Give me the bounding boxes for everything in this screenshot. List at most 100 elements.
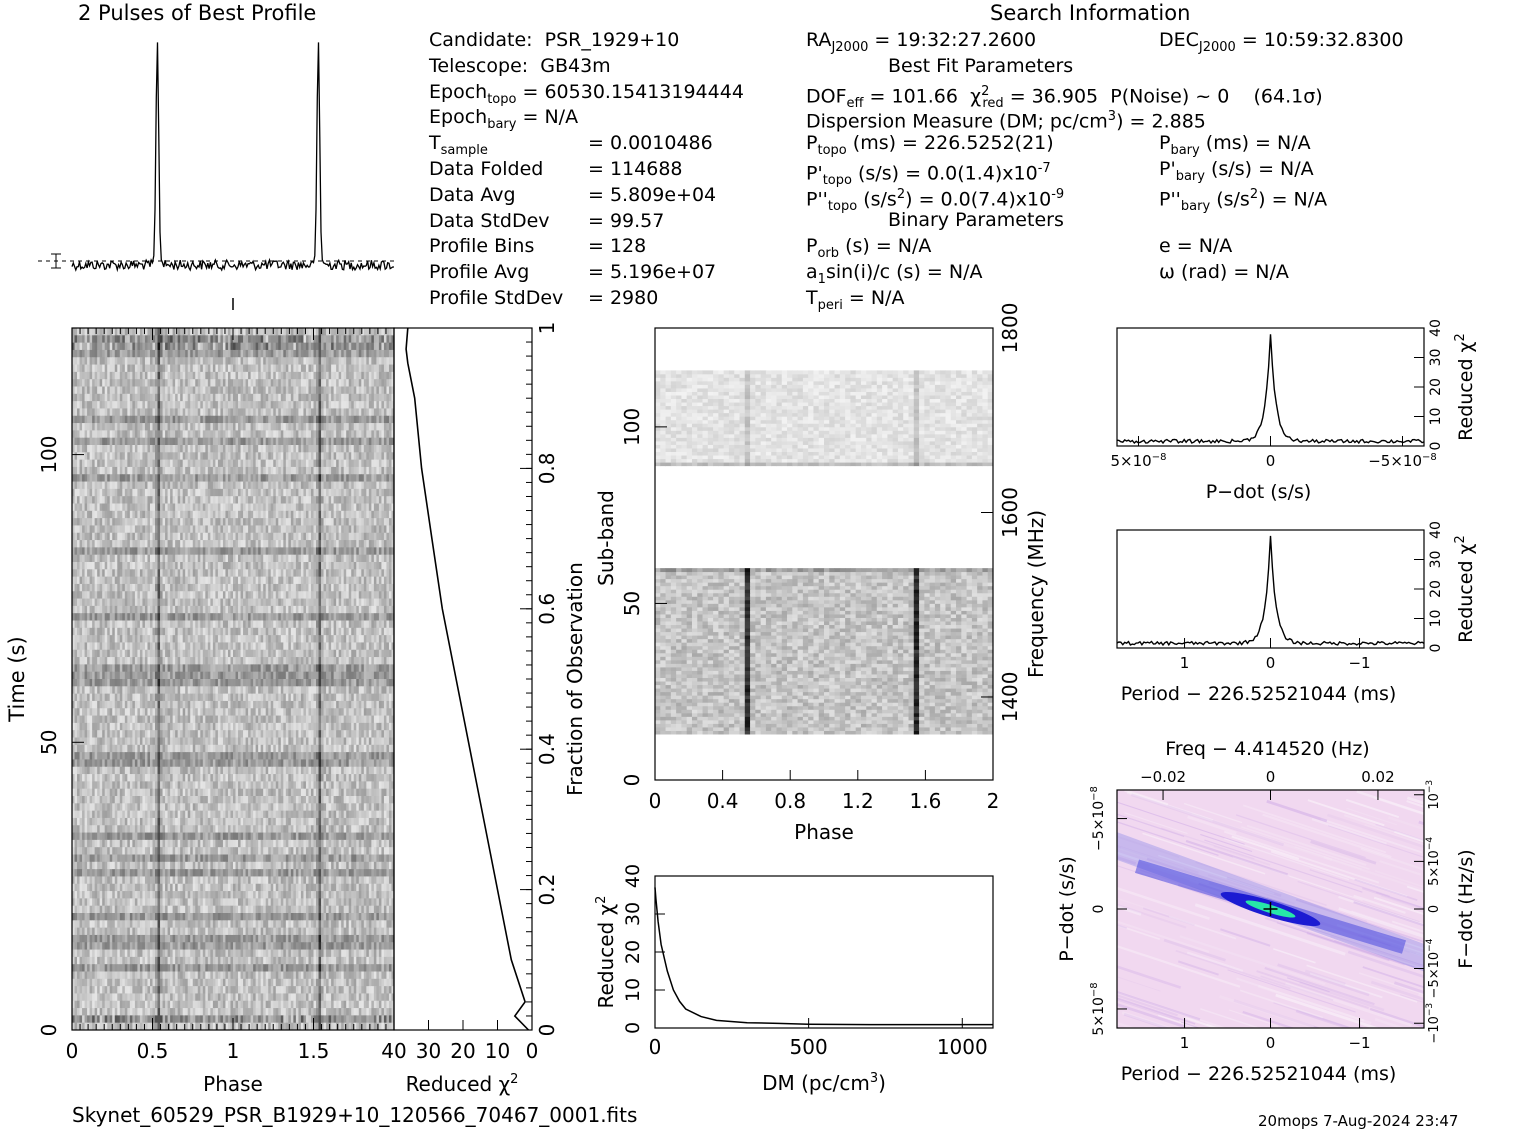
heatmap-cell <box>140 438 143 446</box>
heatmap-cell <box>188 394 191 402</box>
heatmap-cell <box>140 540 143 548</box>
heatmap-cell <box>180 562 183 570</box>
heatmap-cell <box>215 540 218 548</box>
heatmap-cell <box>336 343 339 351</box>
heatmap-cell <box>361 540 364 548</box>
heatmap-cell <box>225 387 228 395</box>
heatmap-cell <box>298 408 301 416</box>
heatmap-cell <box>369 343 372 351</box>
heatmap-cell <box>175 401 178 409</box>
heatmap-cell <box>306 591 309 599</box>
heatmap-cell <box>220 591 223 599</box>
heatmap-cell <box>351 379 354 387</box>
heatmap-cell <box>90 569 93 577</box>
heatmap-cell <box>351 540 354 548</box>
heatmap-cell <box>225 518 228 526</box>
heatmap-cell <box>293 335 296 343</box>
heatmap-cell <box>298 540 301 548</box>
heatmap-cell <box>142 416 145 424</box>
heatmap-cell <box>147 467 150 475</box>
heatmap-cell <box>203 365 206 373</box>
heatmap-cell <box>142 460 145 468</box>
heatmap-cell <box>97 357 100 365</box>
heatmap-cell <box>188 533 191 541</box>
heatmap-cell <box>77 335 80 343</box>
heatmap-cell <box>163 328 166 336</box>
heatmap-cell <box>308 460 311 468</box>
heatmap-cell <box>314 496 317 504</box>
heatmap-cell <box>366 372 369 380</box>
heatmap-cell <box>130 482 133 490</box>
heatmap-cell <box>311 452 314 460</box>
heatmap-cell <box>203 328 206 336</box>
heatmap-cell <box>180 518 183 526</box>
heatmap-cell <box>316 584 319 592</box>
heatmap-cell <box>102 372 105 380</box>
heatmap-cell <box>107 584 110 592</box>
heatmap-cell <box>273 482 276 490</box>
heatmap-cell <box>261 562 264 570</box>
heatmap-cell <box>381 547 384 555</box>
heatmap-cell <box>386 540 389 548</box>
heatmap-cell <box>233 591 236 599</box>
heatmap-cell <box>90 460 93 468</box>
heatmap-cell <box>153 496 156 504</box>
heatmap-cell <box>228 357 231 365</box>
heatmap-cell <box>306 416 309 424</box>
heatmap-cell <box>324 401 327 409</box>
heatmap-cell <box>331 511 334 519</box>
heatmap-cell <box>190 343 193 351</box>
heatmap-cell <box>386 379 389 387</box>
heatmap-cell <box>155 445 158 453</box>
heatmap-cell <box>175 496 178 504</box>
heatmap-cell <box>87 584 90 592</box>
heatmap-cell <box>256 562 259 570</box>
heatmap-cell <box>261 416 264 424</box>
heatmap-cell <box>298 357 301 365</box>
heatmap-cell <box>321 387 324 395</box>
heatmap-cell <box>288 540 291 548</box>
heatmap-cell <box>331 599 334 607</box>
heatmap-cell <box>316 599 319 607</box>
heatmap-cell <box>278 474 281 482</box>
heatmap-cell <box>288 343 291 351</box>
heatmap-cell <box>140 445 143 453</box>
heatmap-cell <box>77 518 80 526</box>
heatmap-cell <box>195 496 198 504</box>
heatmap-cell <box>163 489 166 497</box>
heatmap-cell <box>225 474 228 482</box>
heatmap-cell <box>122 533 125 541</box>
heatmap-cell <box>381 496 384 504</box>
heatmap-cell <box>306 372 309 380</box>
heatmap-cell <box>180 335 183 343</box>
heatmap-cell <box>359 467 362 475</box>
heatmap-cell <box>228 525 231 533</box>
heatmap-cell <box>122 591 125 599</box>
heatmap-cell <box>268 482 271 490</box>
heatmap-cell <box>263 518 266 526</box>
heatmap-cell <box>145 365 148 373</box>
heatmap-cell <box>253 343 256 351</box>
heatmap-cell <box>346 540 349 548</box>
heatmap-cell <box>97 350 100 358</box>
heatmap-cell <box>153 460 156 468</box>
heatmap-cell <box>140 423 143 431</box>
heatmap-cell <box>153 584 156 592</box>
heatmap-cell <box>321 474 324 482</box>
heatmap-cell <box>311 474 314 482</box>
heatmap-cell <box>381 518 384 526</box>
heatmap-cell <box>137 525 140 533</box>
heatmap-cell <box>233 401 236 409</box>
heatmap-cell <box>115 438 118 446</box>
heatmap-cell <box>324 394 327 402</box>
heatmap-cell <box>223 540 226 548</box>
heatmap-cell <box>220 467 223 475</box>
heatmap-cell <box>329 504 332 512</box>
heatmap-cell <box>381 562 384 570</box>
heatmap-cell <box>238 577 241 585</box>
heatmap-cell <box>308 452 311 460</box>
heatmap-cell <box>132 328 135 336</box>
heatmap-cell <box>316 357 319 365</box>
heatmap-cell <box>248 460 251 468</box>
heatmap-cell <box>163 511 166 519</box>
